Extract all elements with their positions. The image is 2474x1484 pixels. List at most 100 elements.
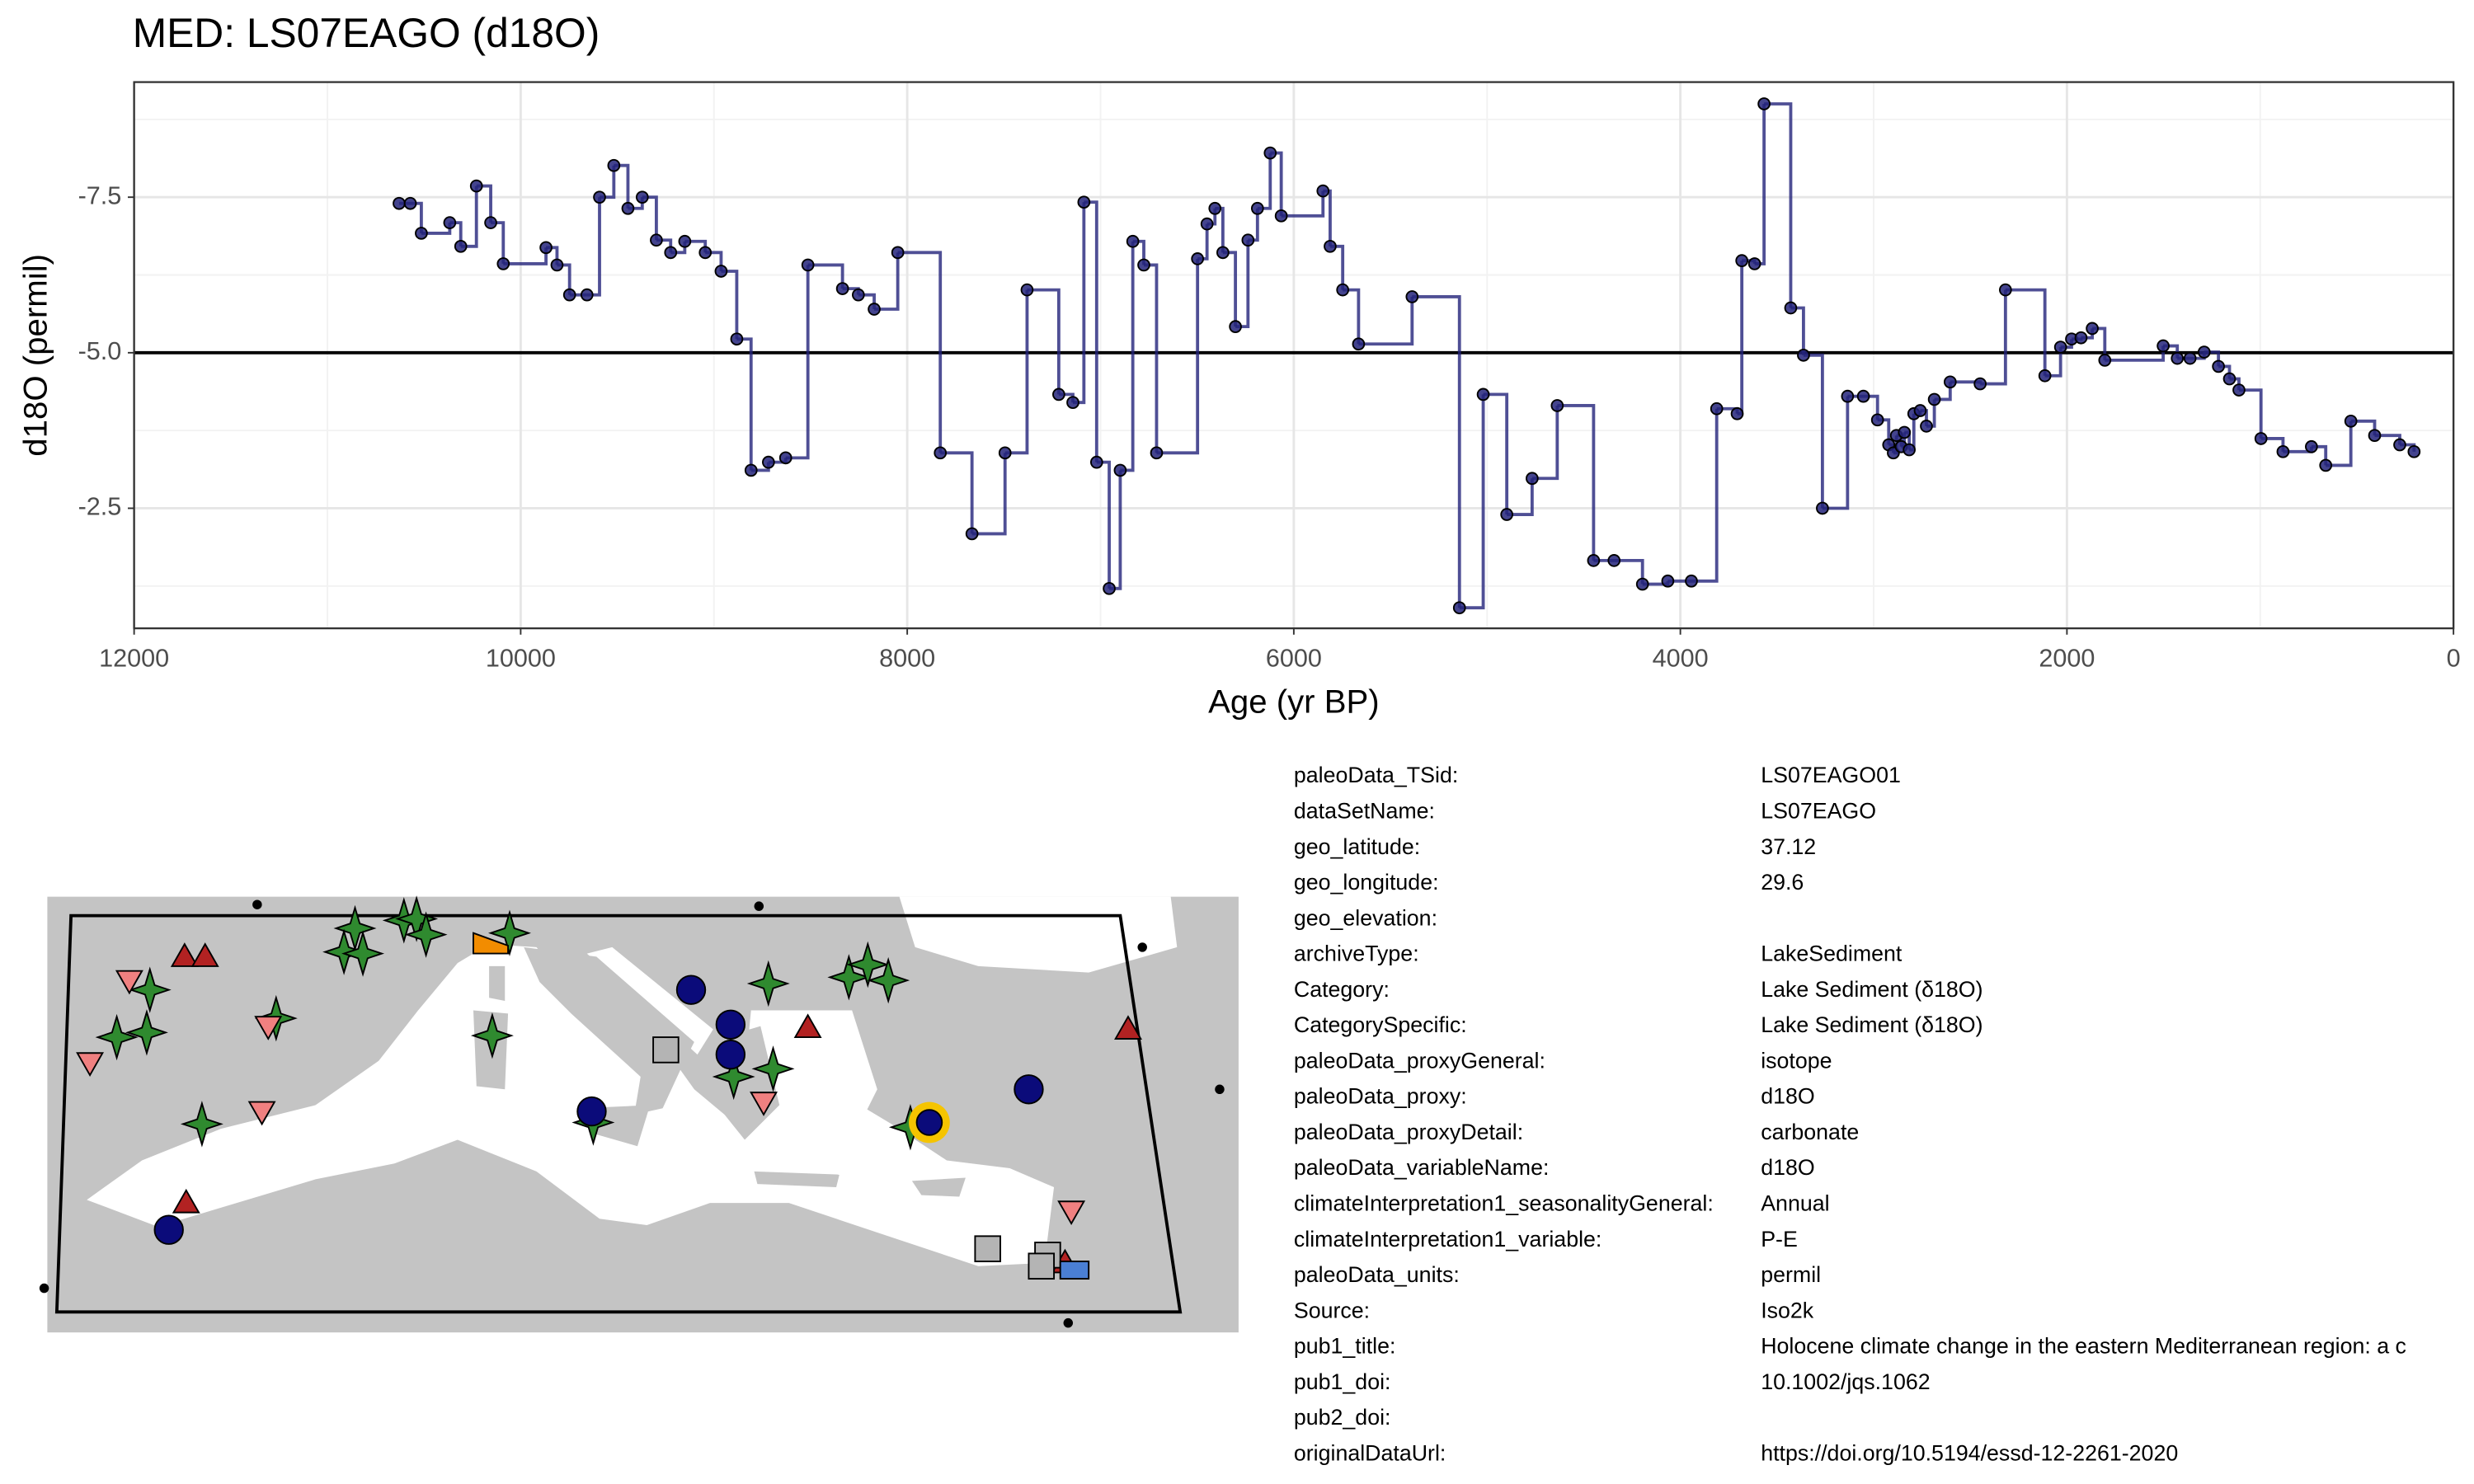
data-point [1784, 301, 1798, 315]
data-point [1476, 387, 1490, 402]
metadata-value: LakeSediment [1761, 942, 1903, 966]
data-point [2232, 383, 2246, 397]
metadata-key: originalDataUrl: [1294, 1440, 1446, 1465]
site-star [128, 966, 172, 1013]
site-circle [576, 1096, 607, 1127]
data-point [730, 332, 744, 346]
metadata-value: carbonate [1761, 1120, 1859, 1144]
data-point [801, 258, 815, 272]
line-segment [1980, 289, 2007, 386]
data-point [2276, 444, 2290, 458]
data-point [1066, 396, 1079, 410]
map-dot [252, 899, 262, 909]
data-point [678, 234, 692, 248]
data-point [2393, 438, 2406, 452]
data-point [1920, 420, 1933, 433]
data-point [1841, 389, 1855, 403]
metadata-key: climateInterpretation1_seasonalityGenera… [1294, 1191, 1714, 1216]
site-star [341, 930, 385, 977]
data-point [1973, 377, 1987, 391]
metadata-key: geo_latitude: [1294, 834, 1420, 859]
data-point [1089, 455, 1103, 469]
line-segment [1004, 289, 1029, 455]
site-triangle-down [1057, 1200, 1086, 1225]
data-point [1735, 254, 1749, 268]
metadata-key: paleoData_proxyDetail: [1294, 1120, 1523, 1144]
data-point [1797, 348, 1810, 362]
data-point [851, 288, 865, 302]
site-star [95, 1013, 139, 1061]
site-map [39, 895, 1239, 1333]
data-point [835, 282, 849, 295]
y-tick-label: -7.5 [78, 181, 122, 209]
metadata-key: Source: [1294, 1298, 1370, 1322]
site-circle [153, 1214, 184, 1245]
metadata-value: 29.6 [1761, 870, 1804, 895]
data-point [1191, 252, 1205, 265]
data-point [2368, 429, 2382, 443]
site-star [867, 956, 910, 1004]
site-star [404, 911, 448, 958]
cyprus [911, 1177, 966, 1197]
x-tick-label: 0 [2447, 645, 2461, 673]
data-point [2053, 340, 2067, 354]
plot-border [133, 81, 2455, 630]
data-point [778, 451, 793, 465]
metadata-value: https://doi.org/10.5194/essd-12-2261-202… [1761, 1440, 2178, 1465]
metadata-key: geo_longitude: [1294, 870, 1439, 895]
data-point [1020, 283, 1034, 297]
x-tick-label: 10000 [486, 645, 556, 673]
data-point [550, 258, 564, 272]
data-point [1077, 195, 1091, 209]
metadata-value: Iso2k [1761, 1298, 1814, 1322]
data-point [744, 463, 758, 477]
data-point [607, 158, 621, 172]
data-point [1324, 239, 1337, 253]
site-triangle-down [115, 970, 143, 995]
data-point [621, 201, 635, 215]
line-segment [1156, 258, 1200, 455]
x-tick-label: 12000 [99, 645, 169, 673]
line-segment [1027, 288, 1061, 395]
site-circle [715, 1009, 746, 1040]
metadata-value: permil [1761, 1262, 1821, 1287]
site-triangle [1114, 1015, 1142, 1040]
site-circle [675, 974, 707, 1005]
data-point [1943, 375, 1957, 389]
metadata-value: 37.12 [1761, 834, 1816, 859]
metadata-value: Lake Sediment (δ18O) [1761, 977, 1982, 1002]
metadata-key: CategorySpecific: [1294, 1012, 1467, 1037]
data-point [2319, 458, 2333, 472]
line-segment [807, 263, 844, 289]
data-point [1710, 402, 1724, 416]
data-point [593, 190, 606, 204]
line-segment [1483, 392, 1509, 515]
data-point [562, 288, 576, 302]
data-point [2171, 351, 2185, 365]
site-triangle-down [254, 1016, 283, 1040]
line-segment [2326, 420, 2353, 467]
site-star [470, 1012, 514, 1059]
metadata-key: archiveType: [1294, 942, 1419, 966]
map-dot [1215, 1084, 1225, 1095]
data-point [1274, 209, 1288, 223]
site-square [974, 1235, 1001, 1262]
x-tick-label: 6000 [1266, 645, 1322, 673]
x-tick-label: 2000 [2039, 645, 2095, 673]
line-segment [1822, 396, 1850, 510]
line-segment [971, 453, 1007, 536]
site-square [1028, 1252, 1056, 1280]
data-point [868, 303, 881, 316]
data-point [1200, 217, 1214, 231]
line-segment [1459, 394, 1485, 610]
data-point [1405, 290, 1419, 303]
data-point [2407, 444, 2421, 458]
adriatic-sea [586, 946, 713, 1055]
data-point [1263, 146, 1277, 160]
crete [754, 1171, 840, 1187]
data-point [1730, 406, 1744, 420]
metadata-key: paleoData_proxyGeneral: [1294, 1048, 1545, 1073]
y-tick-label: -2.5 [78, 493, 122, 521]
metadata-key: pub2_doi: [1294, 1405, 1391, 1430]
